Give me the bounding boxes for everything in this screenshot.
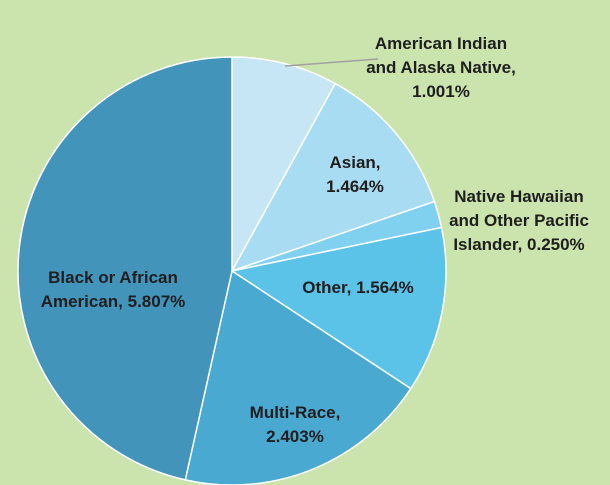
data-label: Multi-Race, 2.403%: [249, 403, 341, 446]
pie-slice: [184, 269, 412, 485]
data-label: Native Hawaiian and Other Pacific Island…: [449, 187, 589, 254]
data-label: American Indian and Alaska Native, 1.001…: [366, 34, 516, 101]
pie-slice: [230, 226, 447, 390]
pie-slice: [231, 56, 337, 272]
data-label: Other, 1.564%: [302, 278, 414, 297]
pie-slice: [17, 56, 233, 481]
data-label: Black or African American, 5.807%: [40, 268, 186, 311]
pie-slice: [230, 82, 436, 273]
data-label: Asian, 1.464%: [326, 153, 384, 196]
leader-line: [284, 58, 379, 67]
